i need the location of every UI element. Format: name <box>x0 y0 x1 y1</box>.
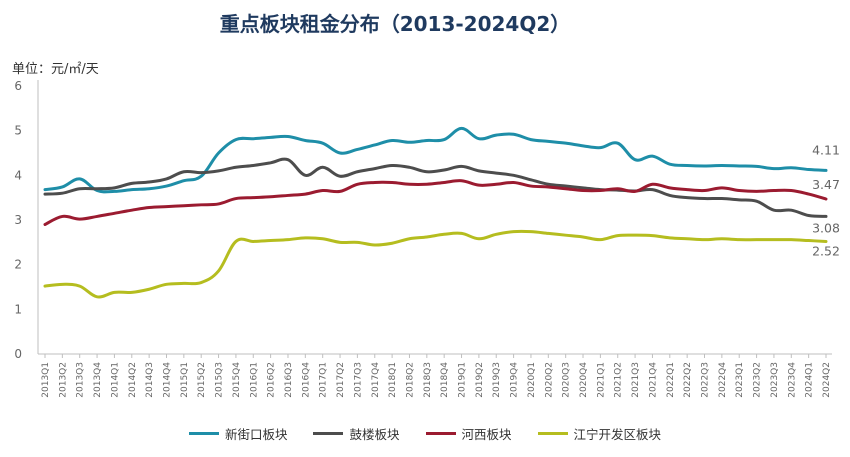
x-tick-label: 2022Q4 <box>718 362 728 398</box>
x-tick-label: 2015Q4 <box>232 362 242 398</box>
series-end-label: 3.47 <box>812 177 840 192</box>
legend-item: 河西板块 <box>425 424 512 443</box>
y-tick-label: 6 <box>14 79 22 93</box>
series-end-label: 4.11 <box>812 142 840 157</box>
x-tick-label: 2013Q2 <box>58 362 68 398</box>
x-tick-label: 2015Q1 <box>180 362 190 398</box>
x-tick-label: 2019Q2 <box>475 362 485 398</box>
x-tick-label: 2015Q3 <box>215 362 225 398</box>
y-tick-label: 4 <box>14 168 22 182</box>
legend-label: 江宁开发区板块 <box>573 427 662 442</box>
y-tick-label: 2 <box>14 258 22 272</box>
x-tick-label: 2019Q1 <box>458 362 468 398</box>
x-tick-label: 2018Q4 <box>440 362 450 398</box>
chart-title: 重点板块租金分布（2013-2024Q2） <box>219 12 571 36</box>
legend-swatch <box>313 432 344 435</box>
x-tick-label: 2021Q2 <box>614 362 624 398</box>
x-tick-label: 2014Q3 <box>145 362 155 398</box>
legend-item: 新街口板块 <box>188 424 288 443</box>
x-tick-label: 2019Q4 <box>510 362 520 398</box>
x-tick-label: 2017Q3 <box>353 362 363 398</box>
legend-label: 河西板块 <box>461 427 512 442</box>
x-tick-label: 2015Q2 <box>197 362 207 398</box>
x-tick-label: 2018Q2 <box>405 362 415 398</box>
x-tick-label: 2016Q4 <box>301 362 311 398</box>
legend-swatch <box>188 432 219 435</box>
x-tick-label: 2020Q2 <box>544 362 554 398</box>
x-tick-label: 2019Q3 <box>492 362 502 398</box>
x-tick-label: 2013Q4 <box>93 362 103 398</box>
x-tick-label: 2014Q4 <box>162 362 172 398</box>
y-tick-label: 5 <box>14 124 22 138</box>
x-tick-label: 2018Q3 <box>423 362 433 398</box>
x-tick-label: 2017Q1 <box>319 362 329 398</box>
series-line <box>43 157 828 218</box>
x-tick-label: 2022Q3 <box>701 362 711 398</box>
y-tick-label: 1 <box>14 302 22 316</box>
y-tick-label: 0 <box>14 347 22 361</box>
series-line <box>43 179 828 226</box>
series-end-label: 3.08 <box>812 220 840 235</box>
chart-axes: 0 1 2 3 4 5 6 2013Q1 2013Q2 2013Q3 2013Q4 2014Q1 201… <box>14 79 832 398</box>
x-tick-label: 2024Q2 <box>822 362 832 398</box>
legend-swatch <box>537 432 568 435</box>
x-tick-label: 2023Q4 <box>787 362 797 398</box>
legend-swatch <box>425 432 456 435</box>
x-tick-label: 2023Q3 <box>770 362 780 398</box>
x-tick-label: 2020Q4 <box>579 362 589 398</box>
x-tick-label: 2020Q1 <box>527 362 537 398</box>
x-tick-label: 2014Q2 <box>128 362 138 398</box>
legend-label: 鼓楼板块 <box>349 427 400 442</box>
x-tick-label: 2013Q1 <box>41 362 51 398</box>
x-tick-label: 2017Q4 <box>371 362 381 398</box>
x-tick-label: 2023Q2 <box>753 362 763 398</box>
legend-item: 江宁开发区板块 <box>537 424 662 443</box>
legend-label: 新街口板块 <box>224 427 288 442</box>
x-tick-label: 2021Q4 <box>648 362 658 398</box>
x-tick-label: 2022Q2 <box>683 362 693 398</box>
x-tick-label: 2018Q1 <box>388 362 398 398</box>
chart-legend: 新街口板块 鼓楼板块 河西板块 江宁开发区板块 <box>0 424 850 443</box>
series-layer <box>43 126 828 299</box>
x-tick-label: 2017Q2 <box>336 362 346 398</box>
x-tick-label: 2016Q2 <box>267 362 277 398</box>
end-labels-layer: 4.11 3.08 3.47 2.52 <box>812 142 840 258</box>
x-tick-label: 2023Q1 <box>735 362 745 398</box>
x-tick-label: 2020Q3 <box>562 362 572 398</box>
x-tick-label: 2013Q3 <box>76 362 86 398</box>
legend-item: 鼓楼板块 <box>313 424 400 443</box>
x-tick-label: 2021Q1 <box>596 362 606 398</box>
y-tick-label: 3 <box>14 213 22 227</box>
line-chart: 0 1 2 3 4 5 6 2013Q1 2013Q2 2013Q3 2013Q4 2014Q1 201… <box>14 79 840 398</box>
x-tick-label: 2021Q3 <box>631 362 641 398</box>
x-tick-label: 2016Q3 <box>284 362 294 398</box>
y-axis-unit-label: 单位：元/㎡/天 <box>12 62 99 77</box>
x-tick-label: 2022Q1 <box>666 362 676 398</box>
x-tick-label: 2016Q1 <box>249 362 259 398</box>
series-end-label: 2.52 <box>812 243 840 258</box>
x-tick-label: 2014Q1 <box>110 362 120 398</box>
x-tick-label: 2024Q1 <box>805 362 815 398</box>
series-line <box>43 126 828 194</box>
series-line <box>43 229 828 299</box>
